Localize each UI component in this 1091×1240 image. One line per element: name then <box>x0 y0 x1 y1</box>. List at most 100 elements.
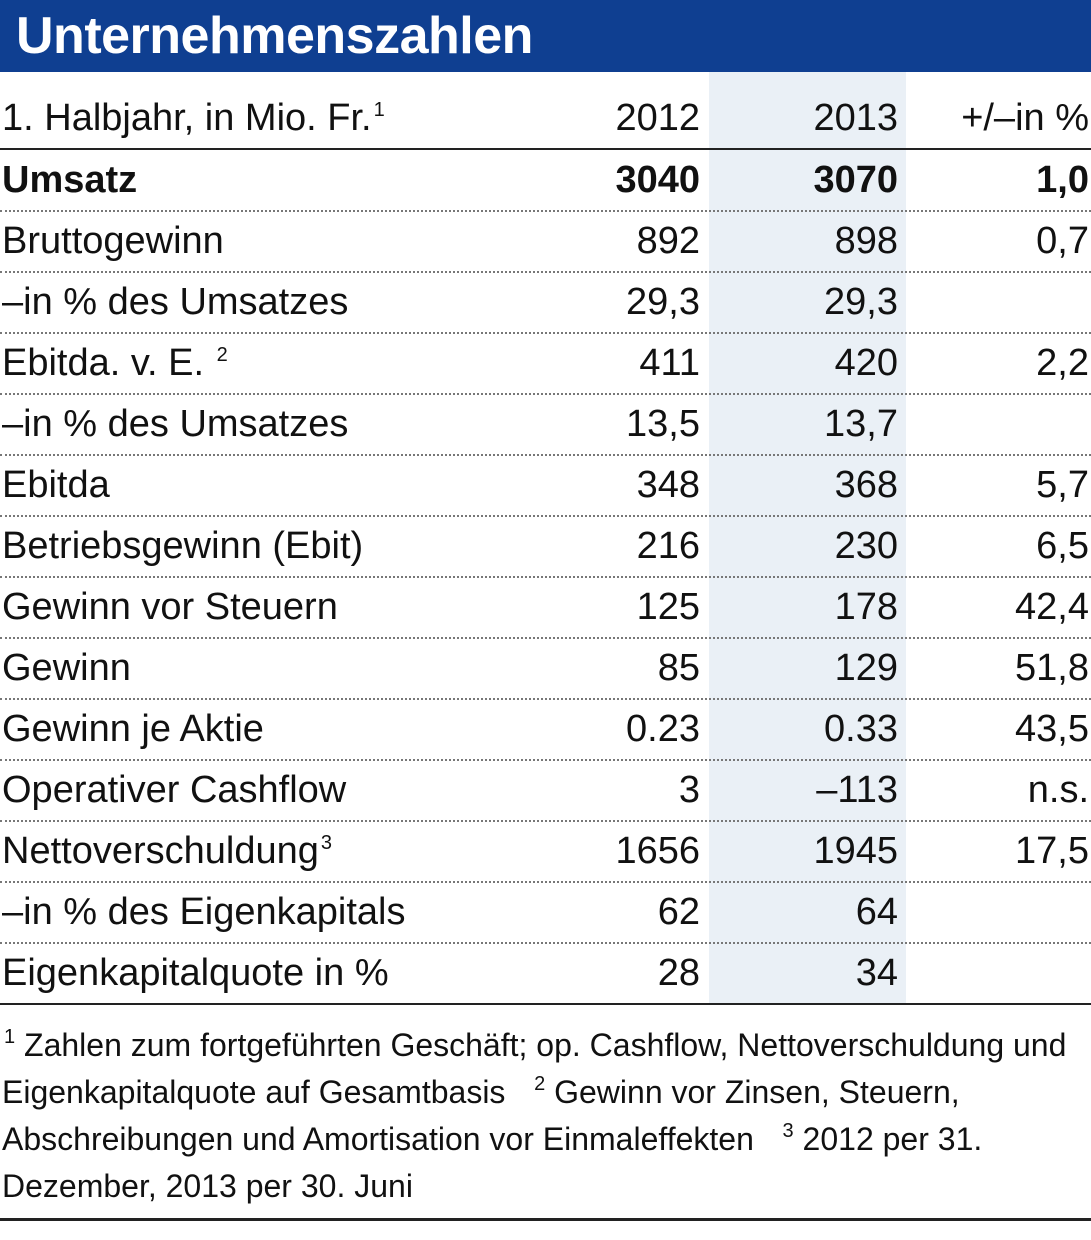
row-label: Operativer Cashflow <box>2 760 346 821</box>
row-label-text: Ebitda. v. E. <box>2 342 215 384</box>
value-2013: 898 <box>834 220 898 262</box>
row-label: Gewinn vor Steuern <box>2 577 338 638</box>
row-label-text: Nettoverschuldung <box>2 830 319 872</box>
value-2013: 230 <box>834 525 898 567</box>
table-row: –in % des Umsatzes 13,5 13,7 <box>0 394 1091 455</box>
row-label: –in % des Eigenkapitals <box>2 882 405 943</box>
value-2013: 13,7 <box>824 403 898 445</box>
header-label: 1. Halbjahr, in Mio. Fr. 1 <box>2 86 385 147</box>
value-2012: 125 <box>636 586 700 628</box>
footnote-mark: 1 <box>373 99 385 121</box>
row-label: Betriebsgewinn (Ebit) <box>2 516 363 577</box>
value-change-pct: 2,2 <box>1036 342 1089 384</box>
value-2013: 0.33 <box>824 708 898 750</box>
header-change-pct: +/–in % <box>961 97 1089 139</box>
value-change-pct: 1,0 <box>1036 159 1089 201</box>
row-label: Nettoverschuldung 3 <box>2 821 332 882</box>
header-2013: 2013 <box>813 97 898 139</box>
table-row: Umsatz 3040 3070 1,0 <box>0 150 1091 211</box>
table-row: Ebitda 348 368 5,7 <box>0 455 1091 516</box>
value-2013: 1945 <box>813 830 898 872</box>
table-row: Ebitda. v. E. 2 411 420 2,2 <box>0 333 1091 394</box>
bottom-rule <box>0 1218 1091 1221</box>
row-label-text: –in % des Umsatzes <box>2 403 349 445</box>
row-divider <box>0 881 1091 883</box>
value-change-pct: 42,4 <box>1015 586 1089 628</box>
row-label-text: Ebitda <box>2 464 110 506</box>
row-divider <box>0 393 1091 395</box>
value-2013: 34 <box>855 952 898 994</box>
row-divider <box>0 698 1091 700</box>
value-2012: 28 <box>657 952 700 994</box>
table-row: Operativer Cashflow 3 –113 n.s. <box>0 760 1091 821</box>
row-label-text: Bruttogewinn <box>2 220 224 262</box>
row-label: –in % des Umsatzes <box>2 272 348 333</box>
row-divider <box>0 759 1091 761</box>
value-2013: 29,3 <box>824 281 898 323</box>
footnote-mark: 3 <box>320 832 332 854</box>
value-2012: 62 <box>657 891 700 933</box>
value-change-pct: 51,8 <box>1015 647 1089 689</box>
value-2012: 13,5 <box>626 403 700 445</box>
table-row: Gewinn 85 129 51,8 <box>0 638 1091 699</box>
value-2013: 420 <box>834 342 898 384</box>
row-label-text: –in % des Eigenkapitals <box>2 891 406 933</box>
value-change-pct: n.s. <box>1027 769 1089 811</box>
value-2013: 129 <box>834 647 898 689</box>
row-label-text: Umsatz <box>2 159 138 201</box>
footnote-3-text: 2012 per 31. Dezember, 2013 per 30. Juni <box>2 1121 983 1204</box>
row-label-text: Gewinn vor Steuern <box>2 586 338 628</box>
title-bar: Unternehmenszahlen <box>0 0 1091 72</box>
row-divider <box>0 454 1091 456</box>
row-label-text: Gewinn <box>2 647 131 689</box>
row-divider <box>0 210 1091 212</box>
table-row: Gewinn vor Steuern 125 178 42,4 <box>0 577 1091 638</box>
value-2012: 85 <box>657 647 700 689</box>
row-label-text: Eigenkapitalquote in % <box>2 952 389 994</box>
value-2012: 216 <box>636 525 700 567</box>
table-header-row: 1. Halbjahr, in Mio. Fr. 1 2012 2013 +/–i… <box>0 86 1091 147</box>
header-rule <box>0 148 1091 150</box>
row-label-text: Gewinn je Aktie <box>2 708 264 750</box>
value-2013: –113 <box>816 769 898 811</box>
value-2012: 3 <box>678 769 700 811</box>
value-2012: 0.23 <box>626 708 700 750</box>
table-row: Betriebsgewinn (Ebit) 216 230 6,5 <box>0 516 1091 577</box>
footnote-mark: 1 <box>4 1026 16 1048</box>
footnote-mark: 2 <box>216 344 228 366</box>
column-2013-highlight <box>709 72 906 1004</box>
row-label: Bruttogewinn <box>2 211 224 272</box>
value-2012: 892 <box>636 220 700 262</box>
footnote-2-text: Gewinn vor Zinsen, Steuern, Abschreibung… <box>2 1074 960 1157</box>
table-row: –in % des Umsatzes 29,3 29,3 <box>0 272 1091 333</box>
header-2012: 2012 <box>615 97 700 139</box>
value-change-pct: 5,7 <box>1036 464 1089 506</box>
row-label-text: Operativer Cashflow <box>2 769 347 811</box>
table-row: Eigenkapitalquote in % 28 34 <box>0 943 1091 1004</box>
row-label: Gewinn je Aktie <box>2 699 264 760</box>
value-2012: 1656 <box>615 830 700 872</box>
footnotes: 1 Zahlen zum fortgeführten Geschäft; op.… <box>2 1022 1072 1210</box>
value-2012: 348 <box>636 464 700 506</box>
value-2013: 3070 <box>813 159 898 201</box>
table-row: Nettoverschuldung 3 1656 1945 17,5 <box>0 821 1091 882</box>
page-title: Unternehmenszahlen <box>16 7 533 65</box>
row-divider <box>0 637 1091 639</box>
row-label: Ebitda <box>2 455 110 516</box>
header-label-text: 1. Halbjahr, in Mio. Fr. <box>2 97 372 139</box>
table-row: –in % des Eigenkapitals 62 64 <box>0 882 1091 943</box>
table-row: Gewinn je Aktie 0.23 0.33 43,5 <box>0 699 1091 760</box>
footnote-mark: 2 <box>534 1073 546 1095</box>
row-divider <box>0 942 1091 944</box>
value-2012: 3040 <box>615 159 700 201</box>
value-change-pct: 0,7 <box>1036 220 1089 262</box>
value-change-pct: 17,5 <box>1015 830 1089 872</box>
value-2012: 411 <box>639 342 700 384</box>
value-2013: 64 <box>855 891 898 933</box>
row-divider <box>0 576 1091 578</box>
row-divider <box>0 820 1091 822</box>
row-label-text: Betriebsgewinn (Ebit) <box>2 525 364 567</box>
table-bottom-rule <box>0 1003 1091 1005</box>
row-label: Eigenkapitalquote in % <box>2 943 389 1004</box>
value-2013: 178 <box>834 586 898 628</box>
